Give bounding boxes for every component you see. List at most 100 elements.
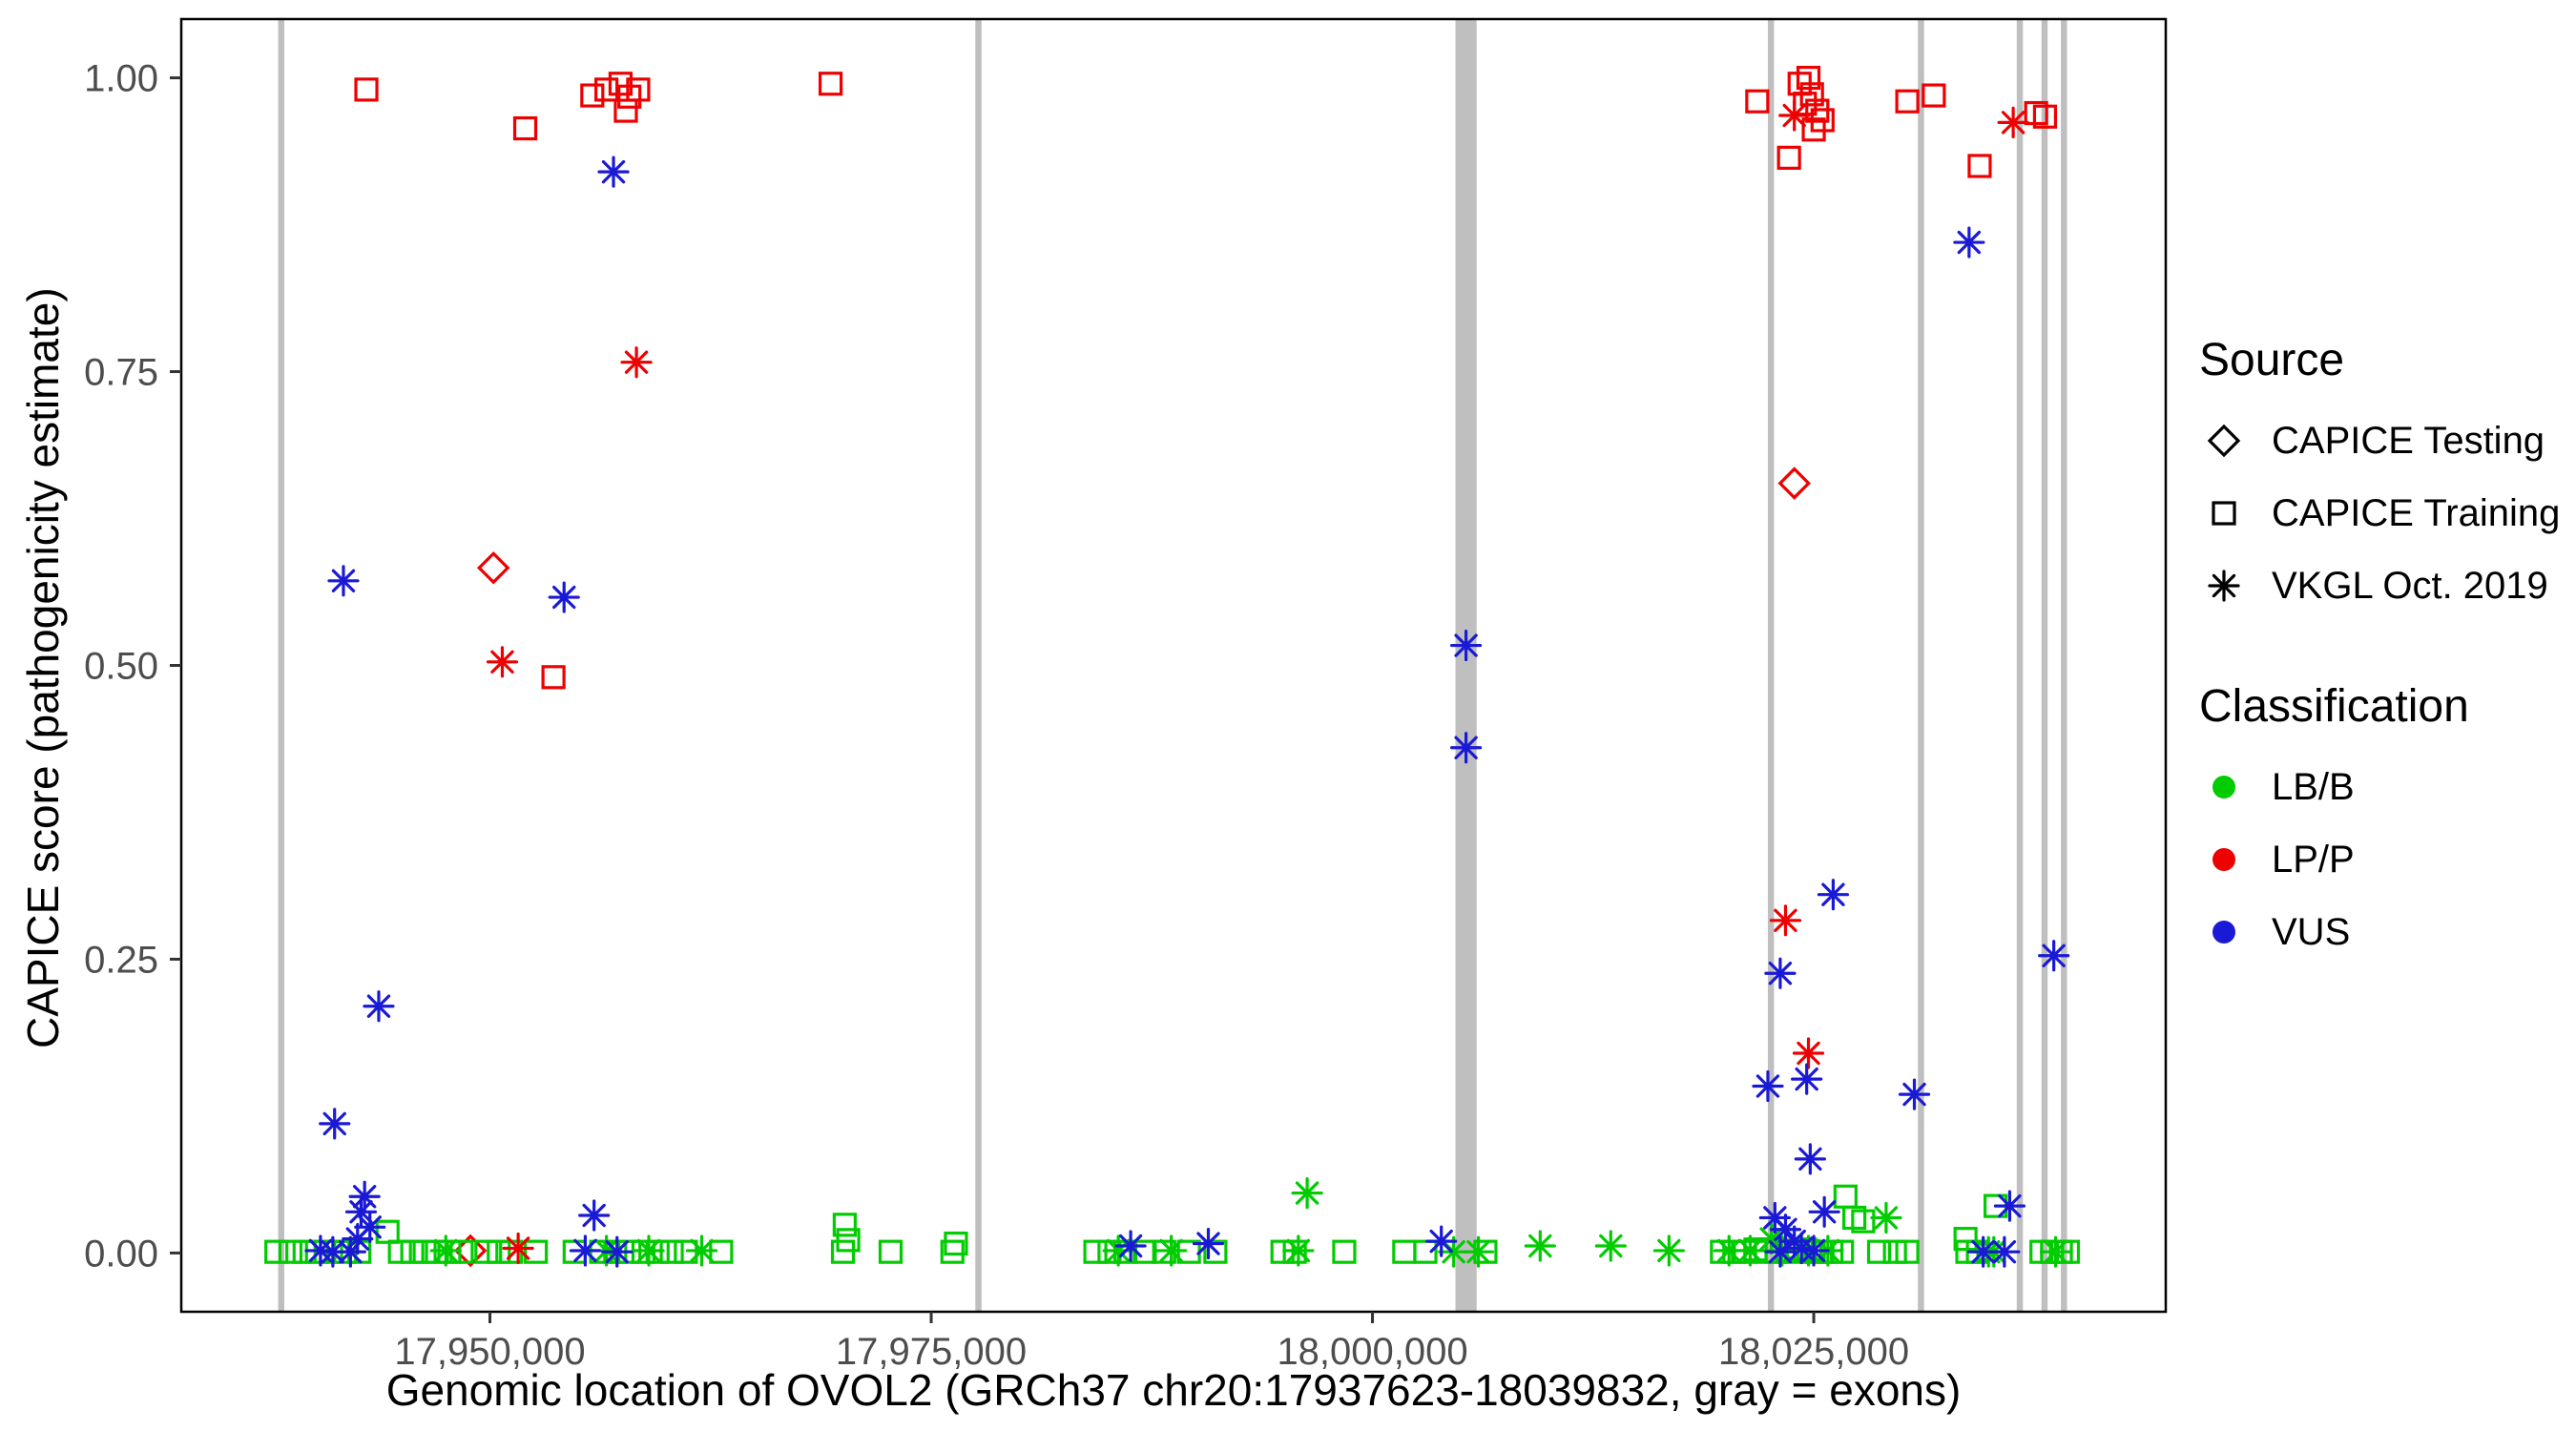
- data-point-square: [608, 72, 634, 96]
- data-point-square: [387, 1239, 412, 1264]
- data-point-asterisk: [601, 1235, 634, 1268]
- legend-item-capice-testing: CAPICE Testing: [2199, 413, 2571, 468]
- data-point-asterisk: [1953, 226, 1985, 259]
- data-point-asterisk: [354, 1211, 386, 1243]
- data-point-asterisk: [1752, 1069, 1784, 1103]
- data-point-asterisk: [1997, 106, 2029, 138]
- circle-glyph: [2212, 848, 2235, 871]
- data-point-square: [626, 77, 651, 102]
- data-point-asterisk: [1450, 629, 1483, 662]
- data-point-asterisk: [1764, 957, 1797, 989]
- x-tick-label: 18,025,000: [1718, 1331, 1909, 1373]
- data-point-square: [264, 1239, 289, 1264]
- asterisk-glyph: [2208, 570, 2240, 602]
- data-point-asterisk: [1102, 1234, 1134, 1267]
- x-tick-label: 17,975,000: [836, 1331, 1027, 1373]
- data-point-asterisk: [1764, 1235, 1797, 1268]
- legend-title-classification: Classification: [2199, 681, 2469, 732]
- data-point-asterisk: [2039, 1235, 2072, 1268]
- legend-dot: [2212, 921, 2235, 944]
- data-point-asterisk: [317, 1235, 349, 1268]
- legend: Source CAPICE Testing CAPICE Training VK…: [2199, 334, 2571, 1027]
- data-point-asterisk: [486, 646, 519, 678]
- data-point-asterisk: [1114, 1230, 1147, 1262]
- exon-bar: [2061, 19, 2067, 1312]
- data-point-diamond: [2207, 424, 2241, 458]
- data-point-asterisk: [1808, 1195, 1840, 1228]
- data-point-asterisk: [1450, 732, 1483, 764]
- data-point-asterisk: [1797, 1234, 1830, 1267]
- data-point-square: [830, 1239, 856, 1264]
- data-point-square: [524, 1239, 549, 1264]
- legend-item-label: LB/B: [2272, 765, 2355, 808]
- data-point-asterisk: [2208, 570, 2240, 602]
- data-point-square: [1833, 1184, 1858, 1209]
- exon-bar: [2016, 19, 2024, 1312]
- data-point-square: [1842, 1205, 1867, 1231]
- legend-item-vkgl: VKGL Oct. 2019: [2199, 558, 2571, 613]
- legend-item-label: CAPICE Training: [2272, 491, 2561, 534]
- data-point-square: [1799, 82, 1824, 107]
- data-point-asterisk: [429, 1234, 462, 1267]
- legend-item-lpp: LP/P: [2199, 832, 2571, 887]
- diamond-icon: [2199, 416, 2249, 466]
- data-point-square: [594, 77, 619, 102]
- data-point-asterisk: [578, 1199, 611, 1232]
- exon-bar: [1455, 19, 1477, 1312]
- panel-border: [179, 17, 2168, 1314]
- data-point-diamond: [1777, 467, 1811, 500]
- legend-item-label: VUS: [2272, 910, 2351, 953]
- data-point-square: [878, 1239, 904, 1264]
- data-point-asterisk: [363, 990, 395, 1023]
- data-point-asterisk: [2038, 940, 2070, 972]
- green-dot-icon: [2199, 762, 2249, 812]
- y-axis-title: CAPICE score (pathogenicity estimate): [18, 287, 68, 1048]
- data-point-square: [1776, 145, 1801, 170]
- data-point-square: [512, 115, 538, 141]
- legend-item-capice-training: CAPICE Training: [2199, 486, 2571, 541]
- data-point-asterisk: [334, 1235, 366, 1268]
- data-point-asterisk: [1791, 1063, 1823, 1095]
- data-point-square: [1866, 1239, 1892, 1264]
- data-point-asterisk: [327, 565, 360, 597]
- data-point-square: [1851, 1209, 1876, 1234]
- exon-bar: [975, 19, 982, 1312]
- data-point-asterisk: [1898, 1078, 1931, 1110]
- data-point-asterisk: [569, 1234, 602, 1267]
- data-point-asterisk: [319, 1108, 351, 1140]
- data-point-asterisk: [1817, 879, 1850, 911]
- data-point-asterisk: [1988, 1235, 2021, 1268]
- data-point-square: [1882, 1239, 1907, 1264]
- legend-item-lbb: LB/B: [2199, 759, 2571, 815]
- data-point-square: [944, 1231, 968, 1256]
- x-axis-title: Genomic location of OVOL2 (GRCh37 chr20:…: [385, 1365, 1962, 1415]
- exon-bar: [1767, 19, 1775, 1312]
- data-point-asterisk: [1425, 1225, 1458, 1257]
- data-point-asterisk: [1594, 1230, 1627, 1262]
- data-point-asterisk: [548, 581, 580, 613]
- exon-bar: [2041, 19, 2048, 1312]
- data-point-asterisk: [1792, 1037, 1825, 1069]
- data-point-square: [940, 1239, 965, 1264]
- legend-item-label: VKGL Oct. 2019: [2272, 564, 2548, 607]
- data-point-asterisk: [620, 346, 653, 379]
- data-point-asterisk: [1291, 1176, 1323, 1210]
- diamond-glyph: [2207, 424, 2241, 458]
- exon-bar: [278, 19, 284, 1312]
- square-icon: [2199, 488, 2249, 538]
- data-point-square: [1392, 1239, 1417, 1264]
- y-tick-label: 0.25: [84, 939, 158, 981]
- data-point-asterisk: [1993, 1190, 2026, 1222]
- data-point-square: [1083, 1239, 1108, 1264]
- data-point-square: [278, 1239, 303, 1264]
- x-tick-label: 18,000,000: [1277, 1331, 1467, 1373]
- data-point-square: [832, 1213, 857, 1237]
- legend-dot: [2212, 776, 2235, 798]
- legend-dot: [2212, 848, 2235, 871]
- data-point-square: [617, 84, 642, 109]
- data-point-asterisk: [1282, 1234, 1315, 1267]
- data-point-asterisk: [1652, 1234, 1685, 1267]
- square-glyph: [2212, 501, 2236, 526]
